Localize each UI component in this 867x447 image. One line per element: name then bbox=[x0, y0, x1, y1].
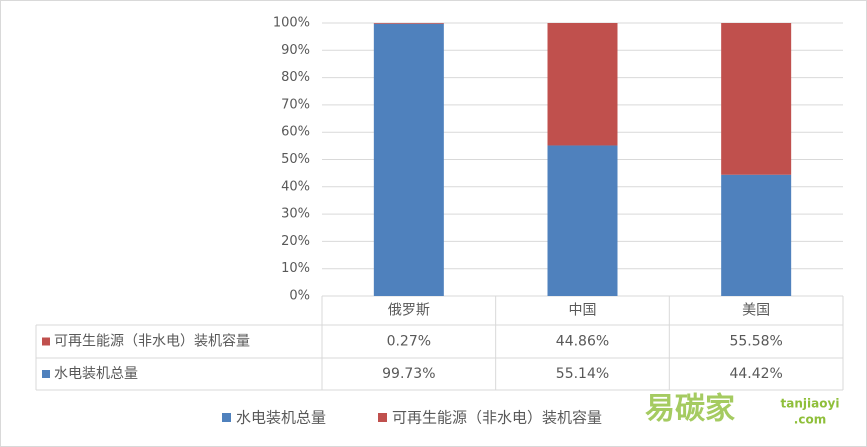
table-value: 44.42% bbox=[729, 366, 782, 382]
table-row-label: 可再生能源（非水电）装机容量 bbox=[54, 333, 250, 350]
legend-key bbox=[222, 413, 231, 422]
y-tick-label: 20% bbox=[281, 234, 310, 249]
y-tick-label: 0% bbox=[289, 289, 310, 304]
legend-label: 可再生能源（非水电）装机容量 bbox=[392, 409, 602, 427]
y-tick-label: 100% bbox=[273, 16, 310, 31]
x-tick-label: 俄罗斯 bbox=[388, 303, 430, 319]
table-row-label: 水电装机总量 bbox=[54, 366, 138, 382]
bar bbox=[373, 23, 444, 24]
watermark-name: 易碳家 bbox=[645, 392, 735, 427]
table-legend-key bbox=[42, 370, 50, 378]
bar bbox=[373, 23, 444, 297]
table-value: 55.58% bbox=[729, 334, 782, 350]
table-value: 44.86% bbox=[556, 334, 609, 350]
y-tick-label: 90% bbox=[281, 43, 310, 58]
bar bbox=[547, 145, 618, 296]
y-tick-label: 60% bbox=[281, 125, 310, 140]
bar bbox=[721, 23, 792, 175]
table-value: 55.14% bbox=[556, 366, 609, 382]
y-tick-label: 40% bbox=[281, 179, 310, 194]
y-tick-label: 30% bbox=[281, 207, 310, 222]
x-tick-label: 中国 bbox=[569, 303, 597, 319]
watermark-domain: .com bbox=[794, 413, 826, 427]
bar bbox=[721, 174, 792, 296]
watermark-site: tanjiaoyi bbox=[781, 397, 840, 411]
table-value: 99.73% bbox=[382, 366, 435, 382]
bar bbox=[547, 23, 618, 146]
table-value: 0.27% bbox=[387, 334, 431, 350]
legend-key bbox=[378, 413, 387, 422]
legend-label: 水电装机总量 bbox=[236, 409, 326, 427]
y-tick-label: 50% bbox=[281, 152, 310, 167]
table-legend-key bbox=[42, 337, 50, 346]
x-tick-label: 美国 bbox=[742, 303, 770, 319]
y-tick-label: 10% bbox=[281, 261, 310, 276]
y-tick-label: 80% bbox=[281, 70, 310, 85]
y-tick-label: 70% bbox=[281, 97, 310, 112]
